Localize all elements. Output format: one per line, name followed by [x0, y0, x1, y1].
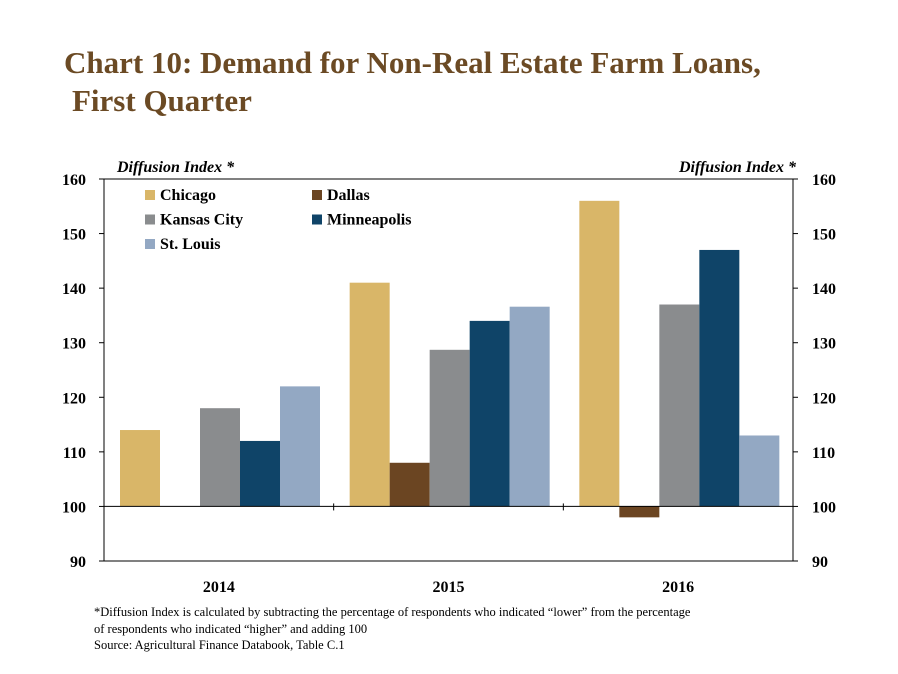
chart-title-line2: First Quarter: [72, 83, 252, 118]
y-tick-label-right: 90: [812, 554, 828, 571]
y-tick-label-left: 150: [62, 227, 86, 244]
y-axis-label-left: Diffusion Index *: [116, 159, 235, 176]
y-axis-label-right: Diffusion Index *: [678, 159, 797, 176]
y-tick-label-left: 100: [62, 499, 86, 516]
y-tick-label-left: 140: [62, 281, 86, 298]
y-tick-label-right: 130: [812, 336, 836, 353]
legend-swatch-dallas: [312, 190, 322, 200]
bar-dallas-2016: [619, 506, 660, 518]
legend-label-minneapolis: Minneapolis: [327, 212, 411, 229]
y-tick-label-right: 160: [812, 172, 836, 189]
legend-swatch-kansas-city: [145, 214, 155, 225]
bar-chicago-2016: [579, 200, 620, 507]
bar-chicago-2014: [120, 430, 160, 507]
y-tick-label-right: 150: [812, 227, 836, 244]
y-tick-label-right: 140: [812, 281, 836, 298]
y-tick-label-left: 160: [62, 172, 86, 189]
bar-chicago-2015: [349, 282, 390, 507]
legend-label-dallas: Dallas: [327, 187, 370, 204]
x-tick-label: 2015: [433, 579, 465, 596]
source-note: Source: Agricultural Finance Databook, T…: [94, 638, 345, 652]
legend-label-kansas-city: Kansas City: [160, 212, 243, 229]
y-tick-label-left: 110: [63, 445, 86, 462]
y-tick-label-left: 120: [62, 390, 86, 407]
legend-label-st.-louis: St. Louis: [160, 236, 220, 253]
x-tick-label: 2014: [203, 579, 235, 596]
y-tick-label-left: 90: [70, 554, 86, 571]
chart-title: Chart 10: Demand for Non-Real Estate Far…: [64, 44, 864, 120]
y-tick-label-left: 130: [62, 336, 86, 353]
legend-swatch-st.-louis: [145, 239, 155, 249]
legend-swatch-chicago: [145, 190, 155, 200]
bar-kansas-city-2014: [200, 408, 240, 507]
bar-st.-louis-2014: [280, 386, 320, 507]
legend-label-chicago: Chicago: [160, 187, 216, 204]
bar-dallas-2015: [389, 462, 430, 507]
bar-minneapolis-2014: [240, 440, 280, 507]
bar-minneapolis-2015: [469, 320, 510, 507]
bar-st.-louis-2015: [509, 306, 550, 507]
y-tick-label-right: 110: [812, 445, 835, 462]
x-tick-label: 2016: [662, 579, 694, 596]
bar-st.-louis-2016: [739, 435, 780, 507]
footnote-line1: *Diffusion Index is calculated by subtra…: [94, 605, 691, 619]
bar-minneapolis-2016: [699, 249, 740, 507]
y-tick-label-right: 100: [812, 499, 836, 516]
footnote: *Diffusion Index is calculated by subtra…: [94, 604, 884, 654]
chart-title-line1: Chart 10: Demand for Non-Real Estate Far…: [64, 45, 761, 80]
bar-kansas-city-2015: [429, 349, 470, 507]
bar-kansas-city-2016: [659, 304, 700, 507]
legend-swatch-minneapolis: [312, 214, 322, 225]
y-tick-label-right: 120: [812, 390, 836, 407]
footnote-line2: of respondents who indicated “higher” an…: [94, 621, 368, 636]
plot-frame: [103, 178, 794, 562]
